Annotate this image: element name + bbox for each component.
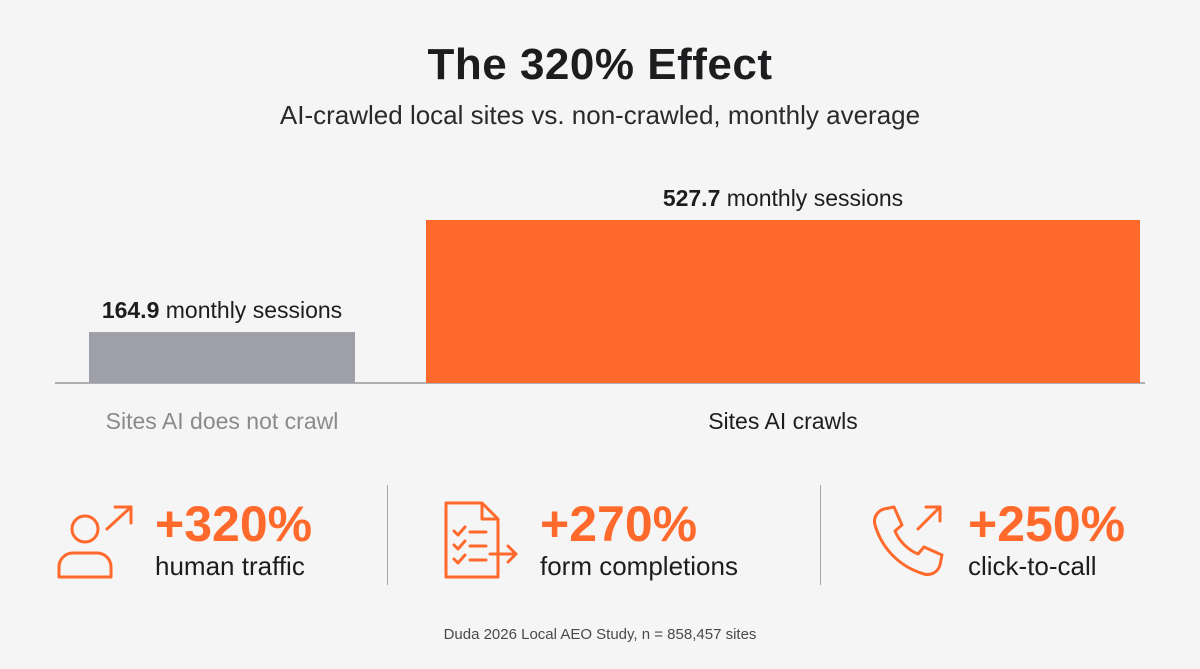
phone-arrow-icon bbox=[873, 505, 944, 576]
chart-title: The 320% Effect bbox=[427, 40, 773, 89]
stat-value: +270% bbox=[540, 496, 698, 552]
stat-form-completions: +270% form completions bbox=[440, 490, 738, 590]
chart-subtitle: AI-crawled local sites vs. non-crawled, … bbox=[279, 100, 921, 130]
stat-click-to-call: +250% click-to-call bbox=[868, 490, 1125, 590]
data-label-1: 164.9 monthly sessions bbox=[102, 297, 342, 323]
stat-divider bbox=[387, 485, 388, 585]
person-arrow-icon bbox=[57, 505, 133, 579]
stat-value: +320% bbox=[155, 496, 313, 552]
stat-human-traffic: +320% human traffic bbox=[55, 490, 312, 590]
bar-chart: 164.9 monthly sessions Sites AI does not … bbox=[55, 185, 1145, 434]
stat-label: form completions bbox=[540, 551, 738, 581]
bar-1 bbox=[89, 332, 355, 383]
source-note: Duda 2026 Local AEO Study, n = 858,457 s… bbox=[443, 626, 757, 643]
category-label-1: Sites AI does not crawl bbox=[106, 408, 339, 434]
category-label-2: Sites AI crawls bbox=[708, 408, 858, 434]
stat-label: click-to-call bbox=[968, 551, 1097, 581]
form-checklist-icon bbox=[444, 501, 518, 579]
data-label-2: 527.7 monthly sessions bbox=[663, 185, 903, 211]
stat-value: +250% bbox=[968, 496, 1126, 552]
bar-2 bbox=[426, 220, 1140, 383]
stat-label: human traffic bbox=[155, 551, 305, 581]
stat-divider bbox=[820, 485, 821, 585]
